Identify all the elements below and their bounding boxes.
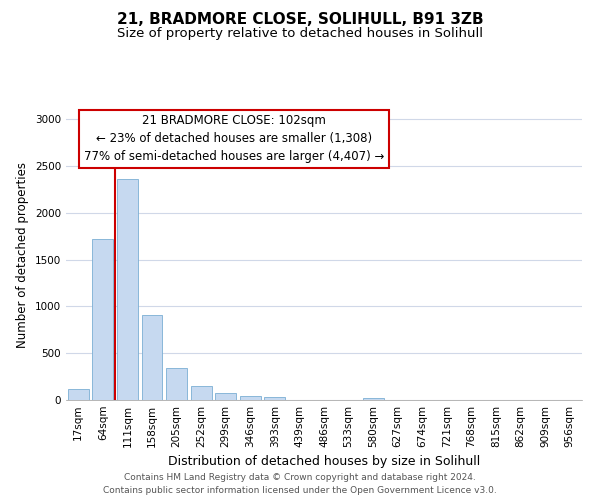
Bar <box>265 397 286 400</box>
Bar <box>117 179 138 400</box>
Y-axis label: Number of detached properties: Number of detached properties <box>16 162 29 348</box>
Bar <box>68 389 89 400</box>
Bar <box>362 398 383 400</box>
Bar <box>191 386 212 400</box>
Text: Size of property relative to detached houses in Solihull: Size of property relative to detached ho… <box>117 28 483 40</box>
Text: Contains HM Land Registry data © Crown copyright and database right 2024.
Contai: Contains HM Land Registry data © Crown c… <box>103 474 497 495</box>
Text: 21 BRADMORE CLOSE: 102sqm
← 23% of detached houses are smaller (1,308)
77% of se: 21 BRADMORE CLOSE: 102sqm ← 23% of detac… <box>83 114 384 164</box>
X-axis label: Distribution of detached houses by size in Solihull: Distribution of detached houses by size … <box>168 456 480 468</box>
Bar <box>166 368 187 400</box>
Text: 21, BRADMORE CLOSE, SOLIHULL, B91 3ZB: 21, BRADMORE CLOSE, SOLIHULL, B91 3ZB <box>116 12 484 28</box>
Bar <box>92 239 113 400</box>
Bar <box>240 396 261 400</box>
Bar <box>142 315 163 400</box>
Bar <box>215 392 236 400</box>
